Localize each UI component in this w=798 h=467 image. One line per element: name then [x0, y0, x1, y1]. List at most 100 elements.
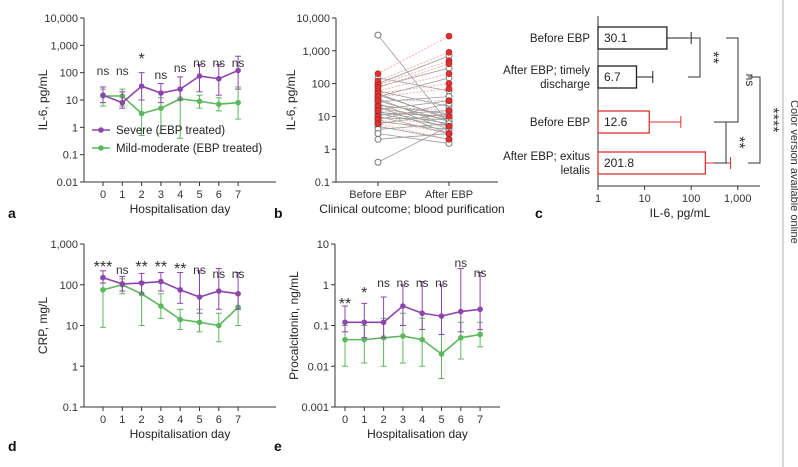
data-point — [477, 306, 483, 312]
x-tick-label: 6 — [216, 414, 222, 426]
bar-label: 12.6 — [604, 115, 628, 129]
category-label: After EBP; exitus — [503, 151, 590, 163]
legend-marker-mild — [98, 145, 104, 151]
x-tick-label: 0 — [342, 414, 348, 426]
significance-label: * — [138, 51, 144, 68]
data-point — [139, 280, 145, 286]
panel-d: 0.11101001,0000 1 2 3 4 5 6 7Hospitalisation da… — [8, 239, 276, 454]
y-tick-label: 1,000 — [302, 46, 330, 58]
data-point — [400, 333, 406, 339]
bar-label: 201.8 — [604, 156, 634, 170]
significance-label: * — [361, 285, 367, 302]
panel-letter: e — [274, 438, 282, 454]
panel-c: 1 10 100 1,000IL-6, pg/mLc30.1Before EBP6.7… — [503, 16, 781, 221]
bracket-1-3 — [726, 38, 738, 122]
point-after-red — [446, 108, 452, 114]
point-before — [375, 136, 381, 142]
point-before — [375, 131, 381, 137]
point-before-red — [375, 108, 381, 114]
bracket-2-4-label: **** — [764, 108, 781, 133]
legend-severe: Severe (EBP treated) — [116, 125, 225, 137]
y-tick-label: 0.1 — [315, 177, 330, 189]
bracket-1-3-label: ns — [743, 74, 757, 87]
y-tick-label: 10 — [66, 321, 78, 333]
legend-mild: Mild-moderate (EBP treated) — [116, 143, 262, 155]
y-tick-label: 1 — [323, 280, 329, 292]
point-before-red — [375, 71, 381, 77]
x-tick-label: Before EBP — [349, 189, 406, 201]
pair-line-red — [378, 61, 449, 85]
x-tick-label: 1 — [119, 414, 125, 426]
y-axis-label: Procalcitonin, ng/mL — [287, 271, 301, 380]
point-after-red — [446, 86, 452, 92]
category-label: After EBP; timely — [503, 65, 590, 77]
x-tick-label: 4 — [177, 189, 183, 201]
point-after-red — [446, 113, 452, 119]
x-tick-label: 7 — [235, 414, 241, 426]
panel-letter: a — [8, 205, 16, 221]
y-axis-label: IL-6, pg/mL — [36, 69, 50, 130]
y-tick-label: 1 — [324, 144, 330, 156]
point-after-red — [446, 123, 452, 129]
significance-label: ns — [193, 56, 206, 70]
y-axis-label: IL-6, pg/mL — [284, 69, 298, 130]
significance-label: ns — [377, 276, 390, 290]
data-point — [235, 100, 241, 106]
y-tick-label: 10 — [318, 111, 330, 123]
significance-label: ns — [212, 267, 225, 281]
x-tick-label: 7 — [235, 189, 241, 201]
significance-label: ** — [339, 296, 351, 313]
x-tick-label: 2 — [139, 189, 145, 201]
y-tick-label: 0.1 — [314, 321, 329, 333]
y-tick-label: 1,000 — [50, 239, 78, 251]
point-after-red — [446, 61, 452, 67]
side-note: Color version available online — [788, 100, 798, 244]
data-point — [139, 83, 145, 89]
data-point — [216, 323, 222, 329]
x-tick-label: 100 — [682, 193, 700, 205]
y-axis-label: CRP, mg/L — [36, 297, 50, 354]
x-axis-label: Clinical outcome; blood purification — [319, 202, 504, 216]
x-tick-label: 0 — [100, 414, 106, 426]
legend-marker-severe — [98, 127, 104, 133]
x-tick-label: 1 — [119, 189, 125, 201]
data-point — [197, 98, 203, 104]
y-tick-label: 0.1 — [63, 402, 78, 414]
significance-label: ns — [232, 267, 245, 281]
significance-label: ns — [454, 256, 467, 270]
y-tick-label: 100 — [60, 68, 78, 80]
x-tick-label: 3 — [158, 414, 164, 426]
y-tick-label: 100 — [60, 280, 78, 292]
x-axis-label: Hospitalisation day — [367, 427, 468, 441]
x-tick-label: 2 — [139, 414, 145, 426]
significance-label: ns — [397, 276, 410, 290]
bar-label: 6.7 — [604, 70, 621, 84]
panel-letter: d — [8, 438, 17, 454]
significance-label: ns — [416, 276, 429, 290]
y-tick-label: 0.1 — [63, 150, 78, 162]
figure: Color version available online 0.010.111… — [0, 0, 798, 467]
point-after-red — [446, 131, 452, 137]
data-point — [158, 105, 164, 111]
data-point — [158, 279, 164, 285]
x-tick-label: 1 — [595, 193, 601, 205]
data-point — [439, 351, 445, 357]
data-point — [120, 281, 126, 287]
point-after-red — [446, 71, 452, 77]
data-point — [458, 335, 464, 341]
y-tick-label: 1 — [72, 122, 78, 134]
significance-label: ns — [435, 276, 448, 290]
panel-e: 0.001 0.01 0.1 1 10 0 1 2 3 4 5 6 7 Hospitalisation d… — [274, 239, 500, 454]
x-tick-label: 4 — [419, 414, 425, 426]
data-point — [120, 100, 126, 106]
y-tick-label: 10,000 — [296, 13, 330, 25]
data-point — [439, 313, 445, 319]
significance-label: ** — [174, 261, 186, 278]
data-point — [197, 319, 203, 325]
significance-label: ns — [116, 64, 129, 78]
x-axis-label: IL-6, pg/mL — [650, 206, 711, 220]
category-label: Before EBP — [530, 117, 590, 129]
significance-label: ns — [232, 56, 245, 70]
data-point — [342, 337, 348, 343]
significance-label: ns — [193, 263, 206, 277]
